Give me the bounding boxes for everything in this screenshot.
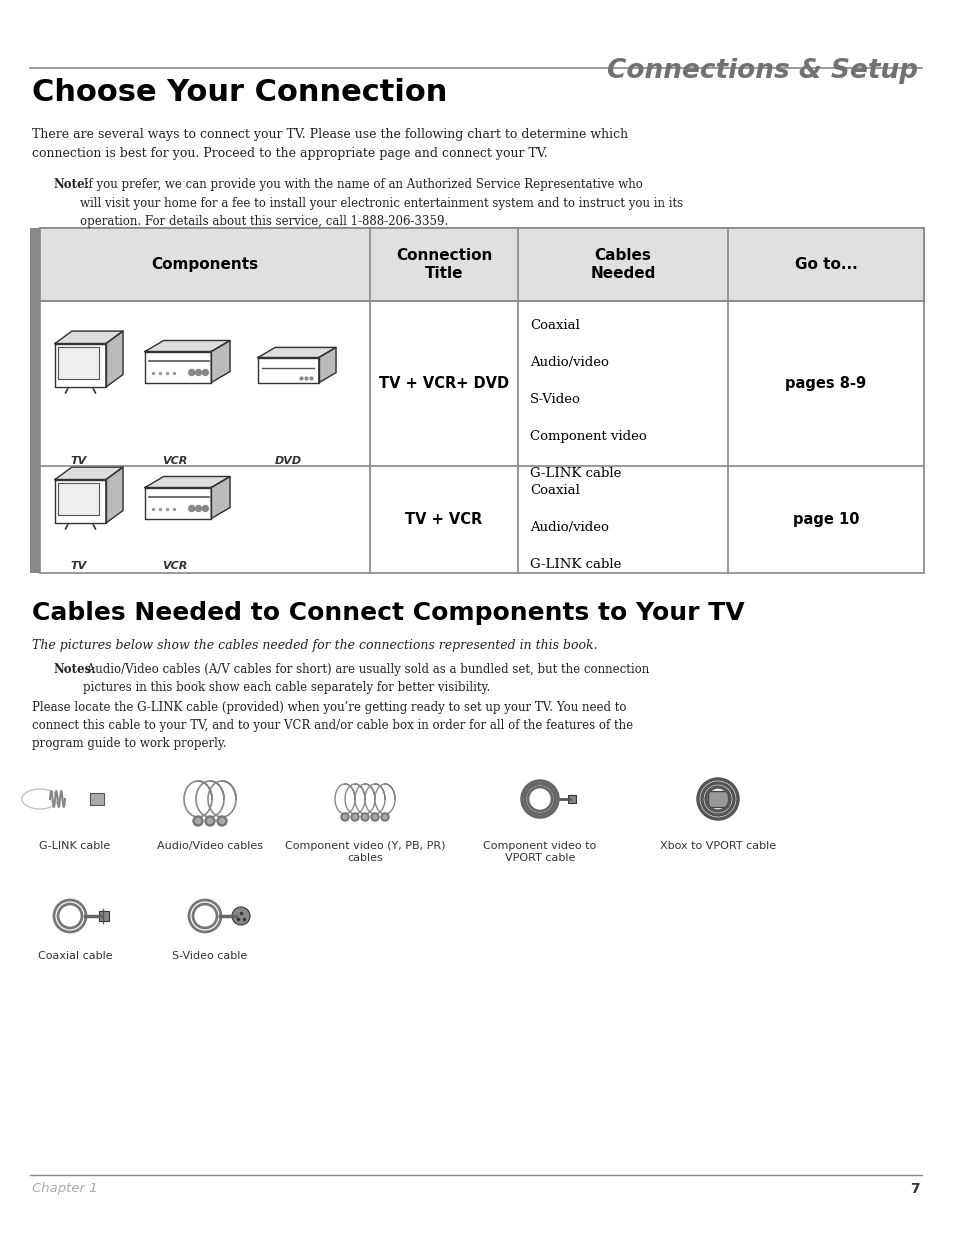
Text: Note:: Note: [53, 178, 89, 191]
Text: pages 8-9: pages 8-9 [784, 375, 865, 391]
Polygon shape [211, 477, 230, 519]
Polygon shape [106, 467, 123, 522]
Text: Connection
Title: Connection Title [395, 248, 492, 282]
Text: TV + VCR: TV + VCR [405, 513, 482, 527]
Circle shape [216, 816, 227, 826]
Polygon shape [145, 477, 230, 488]
Circle shape [202, 369, 208, 375]
Text: 7: 7 [909, 1182, 919, 1195]
Polygon shape [58, 483, 99, 515]
Text: Go to...: Go to... [794, 257, 857, 272]
Polygon shape [257, 357, 318, 383]
Polygon shape [257, 347, 335, 357]
Bar [99, 911, 109, 921]
Text: Cables Needed to Connect Components to Your TV: Cables Needed to Connect Components to Y… [32, 601, 744, 625]
Text: Chapter 1: Chapter 1 [32, 1182, 97, 1195]
Polygon shape [55, 479, 106, 522]
Text: S-Video cable: S-Video cable [172, 951, 248, 961]
Polygon shape [145, 341, 230, 352]
Text: Choose Your Connection: Choose Your Connection [32, 78, 447, 107]
Circle shape [208, 819, 213, 824]
Circle shape [371, 813, 378, 821]
Text: TV: TV [71, 456, 87, 466]
Polygon shape [106, 331, 123, 387]
Circle shape [353, 815, 356, 819]
Bar [90, 793, 104, 805]
Circle shape [195, 505, 201, 511]
Text: Xbox to VPORT cable: Xbox to VPORT cable [659, 841, 775, 851]
Bar [40, 228, 923, 301]
Bar [40, 228, 923, 573]
Text: Components: Components [152, 257, 258, 272]
Text: G-LINK cable: G-LINK cable [39, 841, 111, 851]
Text: Audio/Video cables (A/V cables for short) are usually sold as a bundled set, but: Audio/Video cables (A/V cables for short… [83, 663, 649, 694]
Polygon shape [145, 488, 211, 519]
Circle shape [195, 819, 200, 824]
Text: Coaxial

Audio/video

G-LINK cable: Coaxial Audio/video G-LINK cable [530, 484, 620, 571]
Text: Component video (Y, PB, PR)
cables: Component video (Y, PB, PR) cables [284, 841, 445, 863]
Circle shape [205, 816, 214, 826]
Text: Notes:: Notes: [53, 663, 95, 676]
Text: Component video to
VPORT cable: Component video to VPORT cable [483, 841, 596, 863]
Circle shape [193, 816, 203, 826]
Circle shape [363, 815, 367, 819]
Circle shape [189, 505, 194, 511]
Text: VCR: VCR [162, 561, 188, 571]
Circle shape [351, 813, 358, 821]
Text: There are several ways to connect your TV. Please use the following chart to det: There are several ways to connect your T… [32, 128, 627, 161]
Circle shape [232, 906, 250, 925]
Circle shape [373, 815, 376, 819]
Text: Connections & Setup: Connections & Setup [606, 58, 917, 84]
Text: Coaxial

Audio/video

S-Video

Component video

G-LINK cable: Coaxial Audio/video S-Video Component vi… [530, 319, 646, 480]
Circle shape [382, 815, 387, 819]
Bar [707, 790, 727, 806]
Text: Please locate the G-LINK cable (provided) when you’re getting ready to set up yo: Please locate the G-LINK cable (provided… [32, 701, 633, 750]
Text: VCR: VCR [162, 456, 188, 466]
Text: Coaxial cable: Coaxial cable [38, 951, 112, 961]
Polygon shape [318, 347, 335, 383]
Text: Cables
Needed: Cables Needed [590, 248, 655, 282]
Text: The pictures below show the cables needed for the connections represented in thi: The pictures below show the cables neede… [32, 638, 597, 652]
Circle shape [380, 813, 389, 821]
Polygon shape [55, 343, 106, 387]
Text: DVD: DVD [274, 456, 301, 466]
Circle shape [195, 369, 201, 375]
Polygon shape [55, 331, 123, 343]
Text: If you prefer, we can provide you with the name of an Authorized Service Represe: If you prefer, we can provide you with t… [80, 178, 682, 228]
Text: page 10: page 10 [792, 513, 859, 527]
Text: TV: TV [71, 561, 87, 571]
Circle shape [343, 815, 347, 819]
Polygon shape [58, 347, 99, 379]
Text: Audio/Video cables: Audio/Video cables [157, 841, 263, 851]
Circle shape [202, 505, 208, 511]
Polygon shape [55, 467, 123, 479]
Polygon shape [211, 341, 230, 383]
Circle shape [189, 369, 194, 375]
Circle shape [340, 813, 349, 821]
Bar [567, 795, 576, 803]
Bar [30, 228, 40, 573]
Text: TV + VCR+ DVD: TV + VCR+ DVD [378, 375, 509, 391]
Circle shape [219, 819, 224, 824]
Polygon shape [145, 352, 211, 383]
Circle shape [360, 813, 369, 821]
